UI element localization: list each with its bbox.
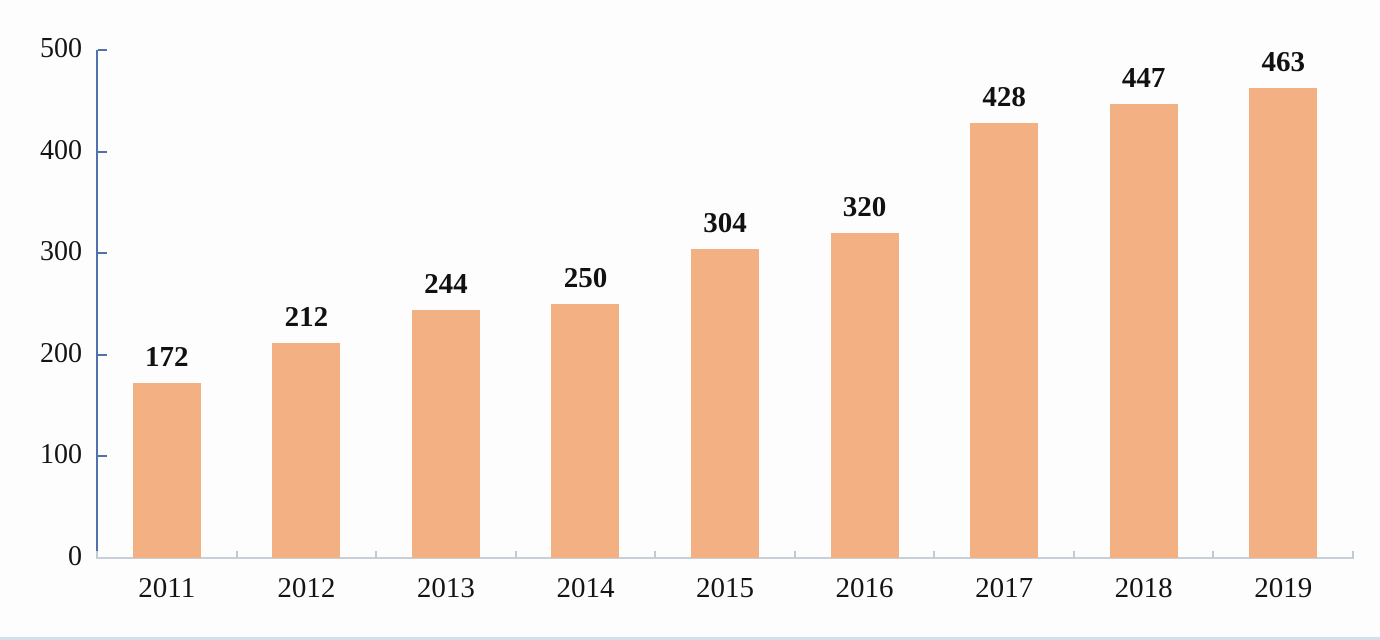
bar-2011 (132, 383, 201, 558)
x-axis-category-label: 2019 (1254, 572, 1313, 604)
x-axis-tick (1212, 551, 1215, 558)
y-axis-tick-label: 100 (40, 439, 82, 471)
x-axis-category-label: 2016 (835, 572, 894, 604)
x-axis-category-label: 2017 (975, 572, 1034, 604)
y-axis-tick (98, 353, 107, 356)
bar-value-label: 463 (1261, 45, 1305, 78)
x-axis-category-label: 2018 (1114, 572, 1173, 604)
x-axis-category-label: 2012 (277, 572, 336, 604)
x-axis-tick (514, 551, 517, 558)
bar-value-label: 320 (842, 190, 887, 223)
y-axis-tick-label: 200 (40, 337, 82, 369)
x-axis-category-label: 2011 (138, 572, 196, 604)
y-axis-tick (98, 150, 107, 153)
x-axis-category-label: 2015 (696, 572, 754, 604)
bar-2017 (970, 123, 1039, 558)
bar-2018 (1109, 103, 1178, 558)
bar-value-label: 428 (982, 81, 1026, 114)
bar-2012 (272, 342, 341, 558)
bar-value-label: 212 (284, 300, 329, 333)
y-axis-line (96, 50, 98, 558)
bar-2014 (551, 304, 620, 558)
x-axis-tick (235, 551, 238, 558)
bar-value-label: 172 (145, 341, 189, 374)
y-axis-tick (98, 49, 107, 51)
bar-2015 (691, 249, 759, 558)
bar-value-label: 250 (563, 262, 608, 294)
x-axis-tick (793, 551, 796, 558)
bar-value-label: 304 (703, 207, 747, 240)
x-axis-tick (96, 551, 98, 558)
x-axis-category-label: 2014 (556, 572, 615, 604)
y-axis-tick-label: 0 (68, 541, 82, 572)
bar-value-label: 447 (1121, 61, 1166, 94)
x-axis-tick (1352, 551, 1354, 558)
x-axis-tick (933, 551, 936, 558)
x-axis-category-label: 2013 (416, 572, 475, 604)
y-axis-tick-label: 300 (40, 236, 82, 268)
bottom-border-strip (0, 637, 1380, 640)
y-axis-tick (98, 455, 107, 458)
x-axis-tick (654, 551, 657, 558)
bar-2016 (830, 232, 899, 558)
x-axis-tick (375, 551, 378, 558)
x-axis-line (96, 557, 1354, 559)
y-axis-tick-label: 500 (40, 33, 82, 64)
y-axis-tick (98, 252, 107, 255)
bar-2013 (411, 310, 480, 558)
y-axis-tick-label: 400 (40, 134, 82, 166)
x-axis-tick (1072, 551, 1075, 558)
bar-2019 (1249, 87, 1318, 558)
bar-value-label: 244 (424, 268, 468, 301)
